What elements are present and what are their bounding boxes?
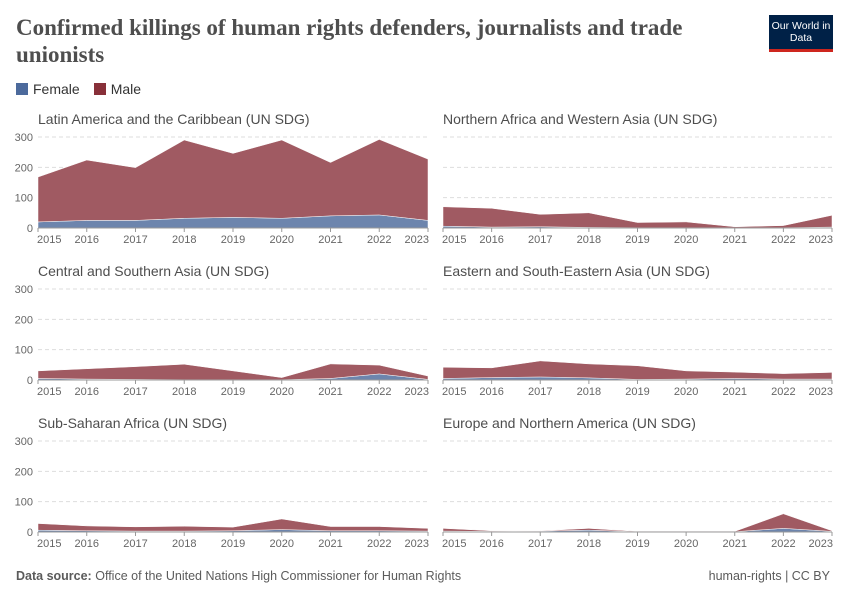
legend-label: Male — [110, 81, 142, 97]
x-tick-label: 2021 — [723, 234, 747, 246]
y-tick-label: 100 — [15, 497, 33, 509]
area-male[interactable] — [37, 363, 429, 380]
x-tick-label: 2021 — [318, 386, 342, 398]
x-tick-label: 2016 — [75, 386, 99, 398]
y-tick-label: 200 — [15, 162, 33, 174]
y-tick-label: 300 — [15, 436, 33, 448]
panel-1: Latin America and the Caribbean (UN SDG)… — [15, 111, 429, 246]
x-tick-label: 2017 — [528, 538, 552, 550]
x-tick-label: 2019 — [221, 234, 245, 246]
x-tick-label: 2021 — [318, 234, 342, 246]
x-tick-label: 2023 — [405, 386, 429, 398]
x-tick-label: 2017 — [528, 234, 552, 246]
x-tick-label: 2022 — [367, 538, 391, 550]
x-tick-label: 2020 — [674, 386, 698, 398]
panel-title: Northern Africa and Western Asia (UN SDG… — [443, 111, 717, 127]
panel-6: Europe and Northern America (UN SDG) 2015… — [442, 415, 833, 550]
legend: Female Male — [16, 81, 141, 97]
x-tick-label: 2023 — [405, 234, 429, 246]
x-tick-label: 2019 — [625, 386, 649, 398]
panel-4: Eastern and South-Eastern Asia (UN SDG) 2… — [442, 263, 833, 398]
x-tick-label: 2018 — [577, 538, 601, 550]
x-tick-label: 2018 — [172, 538, 196, 550]
x-tick-label: 2023 — [809, 386, 833, 398]
x-tick-label: 2015 — [37, 538, 61, 550]
x-tick-label: 2015 — [442, 538, 466, 550]
x-tick-label: 2023 — [809, 234, 833, 246]
x-tick-label: 2022 — [367, 234, 391, 246]
x-tick-label: 2017 — [123, 386, 147, 398]
x-tick-label: 2020 — [270, 386, 294, 398]
area-male[interactable] — [442, 513, 833, 532]
x-tick-label: 2018 — [172, 386, 196, 398]
x-tick-label: 2015 — [442, 386, 466, 398]
y-tick-label: 100 — [15, 193, 33, 205]
x-tick-label: 2016 — [75, 234, 99, 246]
panel-title: Eastern and South-Eastern Asia (UN SDG) — [443, 263, 710, 279]
x-tick-label: 2016 — [479, 538, 503, 550]
y-tick-label: 0 — [27, 527, 33, 539]
x-tick-label: 2018 — [577, 386, 601, 398]
x-tick-label: 2019 — [221, 538, 245, 550]
license[interactable]: human-rights | CC BY — [708, 569, 830, 583]
panel-title: Central and Southern Asia (UN SDG) — [38, 263, 269, 279]
y-tick-label: 200 — [15, 466, 33, 478]
panel-2: Northern Africa and Western Asia (UN SDG… — [442, 111, 833, 246]
x-tick-label: 2017 — [528, 386, 552, 398]
x-tick-label: 2022 — [771, 386, 795, 398]
area-male[interactable] — [37, 518, 429, 532]
area-male[interactable] — [442, 206, 833, 228]
x-tick-label: 2021 — [723, 386, 747, 398]
x-tick-label: 2020 — [270, 234, 294, 246]
area-male[interactable] — [37, 139, 429, 223]
x-tick-label: 2018 — [577, 234, 601, 246]
source-label: Data source: — [16, 569, 92, 583]
x-tick-label: 2015 — [37, 386, 61, 398]
data-source: Data source: Office of the United Nation… — [16, 569, 461, 583]
x-tick-label: 2023 — [809, 538, 833, 550]
x-tick-label: 2017 — [123, 538, 147, 550]
x-tick-label: 2017 — [123, 234, 147, 246]
x-tick-label: 2016 — [75, 538, 99, 550]
y-tick-label: 300 — [15, 132, 33, 144]
panel-3: Central and Southern Asia (UN SDG) 0 100 20… — [15, 263, 429, 398]
x-tick-label: 2020 — [674, 234, 698, 246]
x-tick-label: 2021 — [318, 538, 342, 550]
panel-title: Latin America and the Caribbean (UN SDG) — [38, 111, 310, 127]
panel-title: Europe and Northern America (UN SDG) — [443, 415, 696, 431]
panel-5: Sub-Saharan Africa (UN SDG) 0 100 200 300 201… — [15, 415, 429, 550]
area-male[interactable] — [442, 360, 833, 380]
x-tick-label: 2016 — [479, 234, 503, 246]
legend-item-female[interactable]: Female — [16, 81, 80, 97]
legend-label: Female — [33, 81, 80, 97]
y-tick-label: 0 — [27, 223, 33, 235]
owid-logo[interactable]: Our World in Data — [769, 15, 833, 52]
x-tick-label: 2019 — [221, 386, 245, 398]
panel-title: Sub-Saharan Africa (UN SDG) — [38, 415, 227, 431]
y-tick-label: 300 — [15, 284, 33, 296]
x-tick-label: 2020 — [270, 538, 294, 550]
x-tick-label: 2019 — [625, 234, 649, 246]
female-swatch — [16, 83, 28, 95]
x-tick-label: 2020 — [674, 538, 698, 550]
x-tick-label: 2016 — [479, 386, 503, 398]
y-tick-label: 200 — [15, 314, 33, 326]
y-tick-label: 0 — [27, 375, 33, 387]
x-tick-label: 2015 — [37, 234, 61, 246]
source-text[interactable]: Office of the United Nations High Commis… — [95, 569, 462, 583]
x-tick-label: 2018 — [172, 234, 196, 246]
legend-item-male[interactable]: Male — [93, 81, 142, 97]
x-tick-label: 2022 — [771, 234, 795, 246]
y-tick-label: 100 — [15, 345, 33, 357]
x-tick-label: 2022 — [367, 386, 391, 398]
x-tick-label: 2021 — [723, 538, 747, 550]
x-tick-label: 2015 — [442, 234, 466, 246]
male-swatch — [93, 83, 106, 95]
x-tick-label: 2019 — [625, 538, 649, 550]
x-tick-label: 2023 — [405, 538, 429, 550]
chart-title: Confirmed killings of human rights defen… — [16, 15, 683, 67]
x-tick-label: 2022 — [771, 538, 795, 550]
